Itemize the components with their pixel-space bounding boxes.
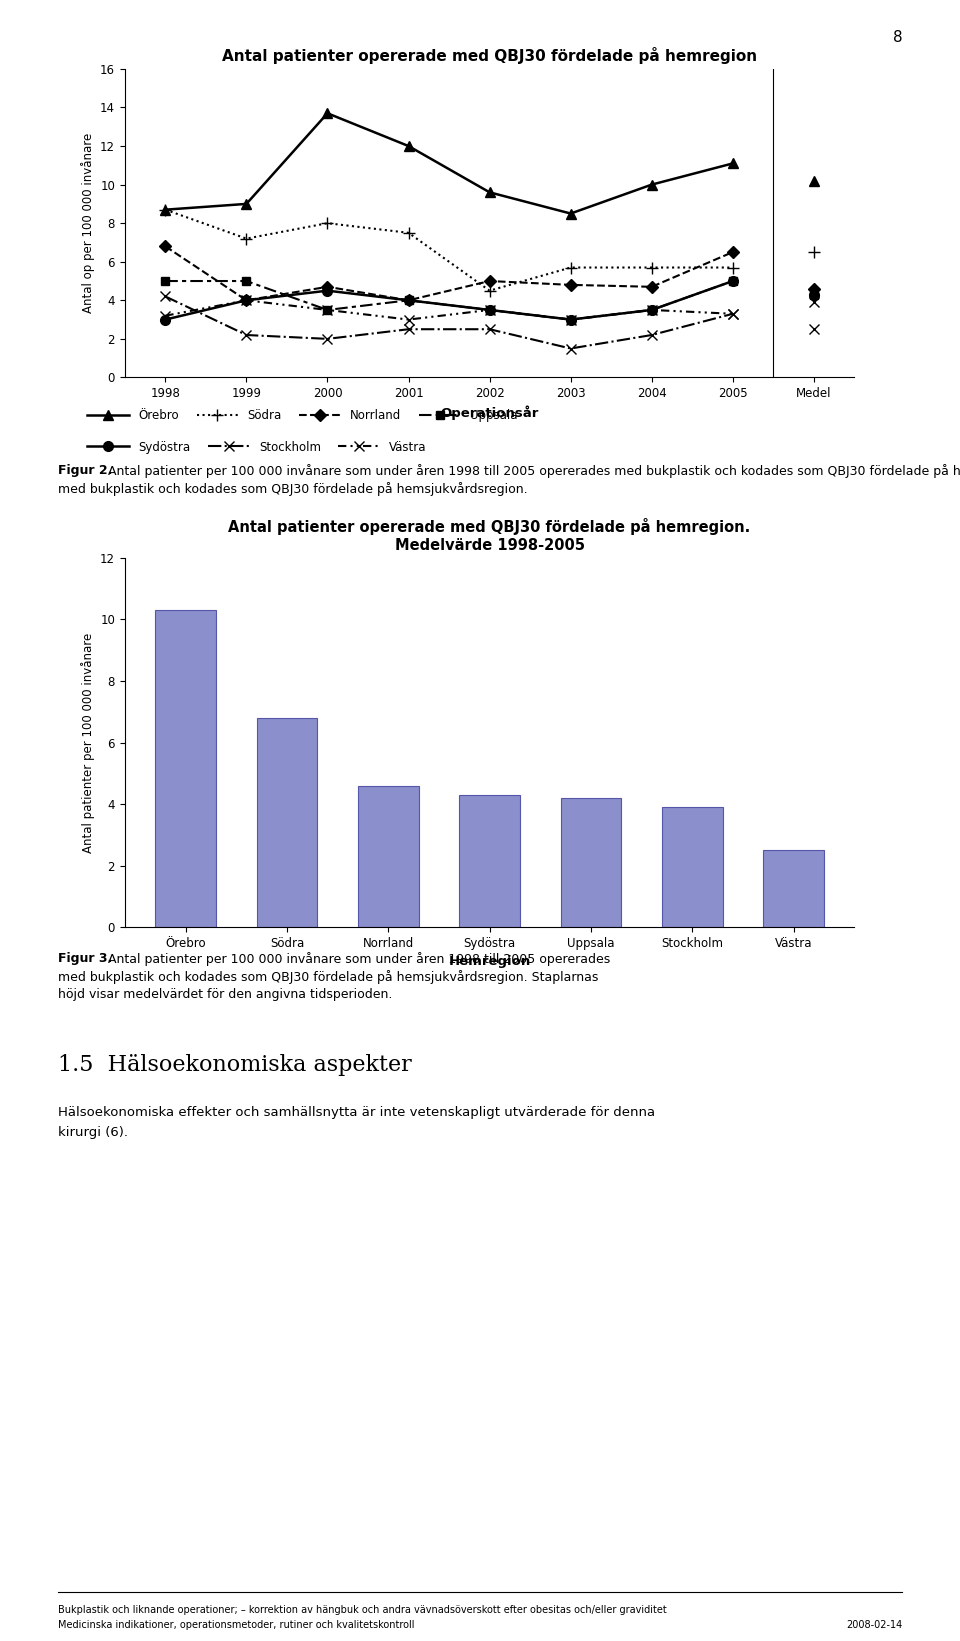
- Stockholm: [646, 325, 658, 345]
- Örebro: [727, 154, 738, 174]
- Title: Antal patienter opererade med QBJ30 fördelade på hemregion: Antal patienter opererade med QBJ30 förd…: [222, 46, 757, 64]
- Norrland: [403, 290, 415, 310]
- Title: Antal patienter opererade med QBJ30 fördelade på hemregion.
Medelvärde 1998-2005: Antal patienter opererade med QBJ30 förd…: [228, 519, 751, 553]
- Södra: [159, 200, 171, 220]
- Bar: [661, 807, 723, 927]
- Stockholm: [564, 338, 576, 358]
- Norrland: [241, 290, 252, 310]
- Sydöstra: [484, 300, 495, 320]
- Uppsala: [159, 271, 171, 290]
- Legend: Örebro, Södra, Norrland, Uppsala: Örebro, Södra, Norrland, Uppsala: [83, 405, 522, 427]
- Y-axis label: Antal op per 100 000 invånare: Antal op per 100 000 invånare: [81, 133, 94, 313]
- Stockholm: [727, 304, 738, 323]
- Line: Västra: Västra: [160, 295, 737, 325]
- Text: 1.5  Hälsoekonomiska aspekter: 1.5 Hälsoekonomiska aspekter: [58, 1054, 411, 1075]
- Line: Sydöstra: Sydöstra: [160, 276, 737, 325]
- Västra: [241, 290, 252, 310]
- Text: kirurgi (6).: kirurgi (6).: [58, 1126, 128, 1139]
- Norrland: [727, 243, 738, 263]
- Örebro: [403, 136, 415, 156]
- Västra: [727, 304, 738, 323]
- X-axis label: Operationsår: Operationsår: [441, 405, 539, 420]
- Sydöstra: [322, 281, 333, 300]
- Norrland: [322, 277, 333, 297]
- Örebro: [159, 200, 171, 220]
- Text: Hälsoekonomiska effekter och samhällsnytta är inte vetenskapligt utvärderade för: Hälsoekonomiska effekter och samhällsnyt…: [58, 1106, 655, 1119]
- Stockholm: [241, 325, 252, 345]
- Örebro: [484, 182, 495, 202]
- Bar: [763, 850, 824, 927]
- Line: Örebro: Örebro: [160, 108, 737, 218]
- Uppsala: [727, 271, 738, 290]
- Text: Figur 2.: Figur 2.: [58, 464, 112, 478]
- Line: Södra: Södra: [159, 203, 738, 297]
- Sydöstra: [241, 290, 252, 310]
- Text: 8: 8: [893, 30, 902, 44]
- X-axis label: Hemregion: Hemregion: [448, 955, 531, 968]
- Text: Antal patienter per 100 000 invånare som under åren 1998 till 2005 opererades me: Antal patienter per 100 000 invånare som…: [104, 464, 960, 479]
- Sydöstra: [646, 300, 658, 320]
- Örebro: [564, 203, 576, 223]
- Västra: [403, 310, 415, 330]
- Norrland: [564, 276, 576, 295]
- Legend: Sydöstra, Stockholm, Västra: Sydöstra, Stockholm, Västra: [83, 437, 431, 458]
- Södra: [241, 228, 252, 248]
- Bar: [459, 794, 520, 927]
- Stockholm: [403, 320, 415, 340]
- Stockholm: [322, 328, 333, 350]
- Örebro: [241, 194, 252, 213]
- Uppsala: [646, 300, 658, 320]
- Text: med bukplastik och kodades som QBJ30 fördelade på hemsjukvårdsregion.: med bukplastik och kodades som QBJ30 för…: [58, 482, 527, 497]
- Line: Norrland: Norrland: [161, 243, 737, 305]
- Västra: [484, 300, 495, 320]
- Stockholm: [159, 287, 171, 307]
- Text: Bukplastik och liknande operationer; – korrektion av hängbuk och andra vävnadsöv: Bukplastik och liknande operationer; – k…: [58, 1605, 666, 1615]
- Text: 2008-02-14: 2008-02-14: [846, 1620, 902, 1630]
- Södra: [322, 213, 333, 233]
- Sydöstra: [403, 290, 415, 310]
- Sydöstra: [564, 310, 576, 330]
- Västra: [646, 300, 658, 320]
- Uppsala: [403, 290, 415, 310]
- Text: Figur 3.: Figur 3.: [58, 952, 112, 965]
- Bar: [156, 610, 216, 927]
- Västra: [564, 310, 576, 330]
- Västra: [322, 300, 333, 320]
- Örebro: [646, 174, 658, 194]
- Bar: [256, 719, 318, 927]
- Text: höjd visar medelvärdet för den angivna tidsperioden.: höjd visar medelvärdet för den angivna t…: [58, 988, 392, 1001]
- Örebro: [322, 103, 333, 123]
- Södra: [564, 258, 576, 277]
- Uppsala: [322, 300, 333, 320]
- Line: Stockholm: Stockholm: [160, 292, 737, 353]
- Uppsala: [484, 300, 495, 320]
- Text: Antal patienter per 100 000 invånare som under åren 1998 till 2005 opererades: Antal patienter per 100 000 invånare som…: [104, 952, 610, 967]
- Västra: [159, 305, 171, 325]
- Stockholm: [484, 320, 495, 340]
- Södra: [727, 258, 738, 277]
- Södra: [646, 258, 658, 277]
- Text: med bukplastik och kodades som QBJ30 fördelade på hemsjukvårdsregion. Staplarnas: med bukplastik och kodades som QBJ30 för…: [58, 970, 598, 985]
- Text: Medicinska indikationer, operationsmetoder, rutiner och kvalitetskontroll: Medicinska indikationer, operationsmetod…: [58, 1620, 414, 1630]
- Sydöstra: [159, 310, 171, 330]
- Södra: [403, 223, 415, 243]
- Uppsala: [564, 310, 576, 330]
- Norrland: [646, 277, 658, 297]
- Bar: [561, 798, 621, 927]
- Y-axis label: Antal patienter per 100 000 invånare: Antal patienter per 100 000 invånare: [81, 632, 94, 853]
- Norrland: [159, 236, 171, 256]
- Line: Uppsala: Uppsala: [161, 277, 737, 323]
- Södra: [484, 281, 495, 300]
- Sydöstra: [727, 271, 738, 290]
- Norrland: [484, 271, 495, 290]
- Bar: [358, 786, 419, 927]
- Uppsala: [241, 271, 252, 290]
